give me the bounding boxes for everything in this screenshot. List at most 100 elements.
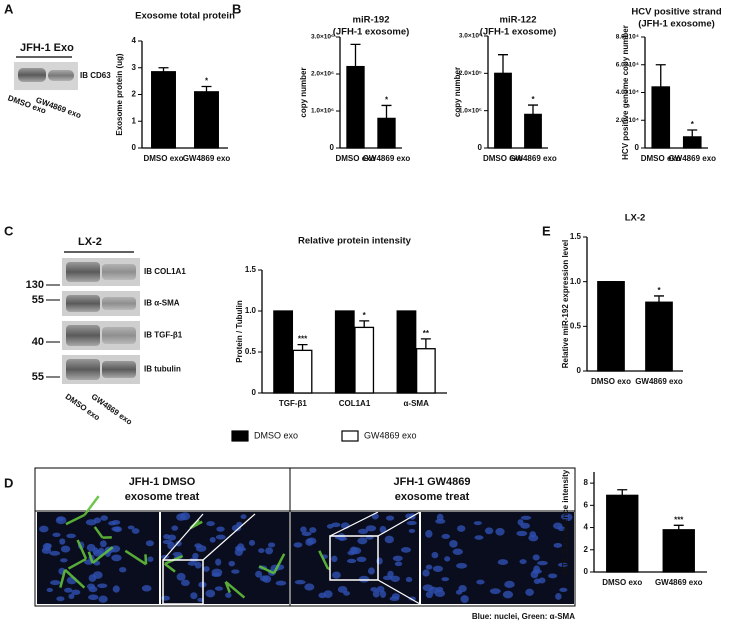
nucleus: [326, 524, 334, 529]
nucleus: [557, 562, 569, 567]
nucleus: [46, 587, 54, 593]
y-tick-label: 1.0×10⁵: [459, 107, 482, 114]
blot-row-label: IB COL1A1: [144, 267, 186, 276]
y-tick-label: 4.0×10⁴: [616, 89, 639, 96]
nucleus: [358, 575, 370, 583]
nucleus: [422, 569, 430, 577]
bar: [346, 65, 365, 149]
nucleus: [267, 542, 276, 548]
nucleus: [99, 540, 107, 548]
nucleus: [338, 536, 348, 541]
x-tick-label: α-SMA: [403, 399, 429, 408]
bar: [494, 72, 512, 149]
blot-row-label: IB tubulin: [144, 365, 181, 374]
nucleus: [275, 580, 287, 586]
y-tick-label: 8: [584, 478, 589, 487]
nucleus: [88, 594, 99, 601]
nucleus: [255, 570, 263, 578]
nucleus: [300, 526, 307, 533]
nucleus: [536, 560, 548, 566]
blot-band: [66, 325, 100, 346]
nucleus: [425, 564, 433, 570]
nucleus: [119, 566, 127, 573]
y-axis-label: HCV positive genome copy number: [621, 25, 630, 160]
nucleus: [431, 551, 439, 559]
nucleus: [529, 531, 537, 538]
nucleus: [391, 593, 400, 600]
nucleus: [59, 538, 66, 545]
bar: [273, 310, 294, 394]
nucleus: [408, 528, 416, 533]
actin-fiber: [258, 553, 286, 575]
nucleus: [357, 537, 368, 545]
nucleus: [504, 580, 515, 588]
y-tick-label: 0: [252, 388, 257, 397]
nucleus: [216, 526, 225, 532]
nucleus: [456, 562, 468, 569]
bar: [662, 529, 695, 573]
blot-row-label: IB α-SMA: [144, 299, 180, 308]
nucleus: [555, 592, 562, 600]
error-bar: [158, 67, 169, 72]
nucleus: [301, 531, 312, 537]
panel-label: A: [4, 1, 14, 16]
chart-title: miR-122: [500, 15, 537, 26]
blot-band: [102, 361, 136, 378]
y-tick-label: 1.5: [570, 232, 582, 241]
nucleus: [517, 519, 524, 526]
nucleus: [92, 571, 103, 579]
nucleus: [337, 586, 348, 593]
nucleus: [323, 590, 333, 599]
nucleus: [385, 515, 395, 521]
chart-title: HCV positive strand: [631, 7, 721, 18]
nucleus: [235, 547, 247, 552]
nucleus: [209, 536, 216, 543]
nucleus: [42, 543, 52, 551]
nucleus: [110, 545, 121, 553]
nucleus: [304, 583, 315, 591]
nucleus: [97, 583, 108, 589]
error-bar: [498, 54, 508, 74]
mw-marker: 55: [32, 371, 44, 383]
blot-band: [48, 70, 74, 81]
y-axis-label: Relative miR-192 expression level: [561, 240, 570, 369]
blot-band: [102, 327, 136, 344]
y-tick-label: 1.0: [245, 306, 257, 315]
nucleus: [171, 525, 179, 531]
bar: [292, 349, 313, 394]
nucleus: [434, 589, 446, 598]
nucleus: [449, 540, 458, 548]
legend-swatch: [341, 430, 359, 442]
nucleus: [405, 576, 413, 583]
y-tick-label: 3: [132, 63, 137, 72]
actin-fiber: [87, 546, 114, 564]
bar: [682, 136, 702, 149]
significance-label: *: [531, 95, 535, 104]
y-tick-label: 1: [132, 116, 137, 125]
x-tick-label: GW4869 exo: [363, 154, 411, 163]
y-tick-label: 1.5: [245, 265, 257, 274]
nucleus: [489, 588, 501, 595]
nucleus: [162, 539, 172, 545]
error-bar: [617, 489, 628, 496]
panel-label: B: [232, 1, 241, 16]
nucleus: [248, 539, 256, 546]
nucleus: [211, 572, 222, 578]
micro-caption: Blue: nuclei, Green: α-SMA: [472, 612, 575, 621]
bar: [194, 91, 219, 149]
y-tick-label: 4: [132, 36, 137, 45]
nucleus: [332, 571, 341, 579]
nucleus: [495, 527, 505, 536]
actin-fiber: [124, 549, 148, 566]
nucleus: [559, 587, 568, 592]
nucleus: [357, 528, 369, 534]
error-bar: [420, 338, 431, 349]
y-tick-label: 6.0×10⁴: [616, 61, 639, 68]
significance-label: **: [423, 329, 430, 338]
nucleus: [455, 589, 463, 595]
y-tick-label: 8.0×10⁴: [616, 34, 639, 41]
nucleus: [457, 525, 466, 532]
nucleus: [190, 592, 198, 600]
nucleus: [187, 561, 197, 566]
